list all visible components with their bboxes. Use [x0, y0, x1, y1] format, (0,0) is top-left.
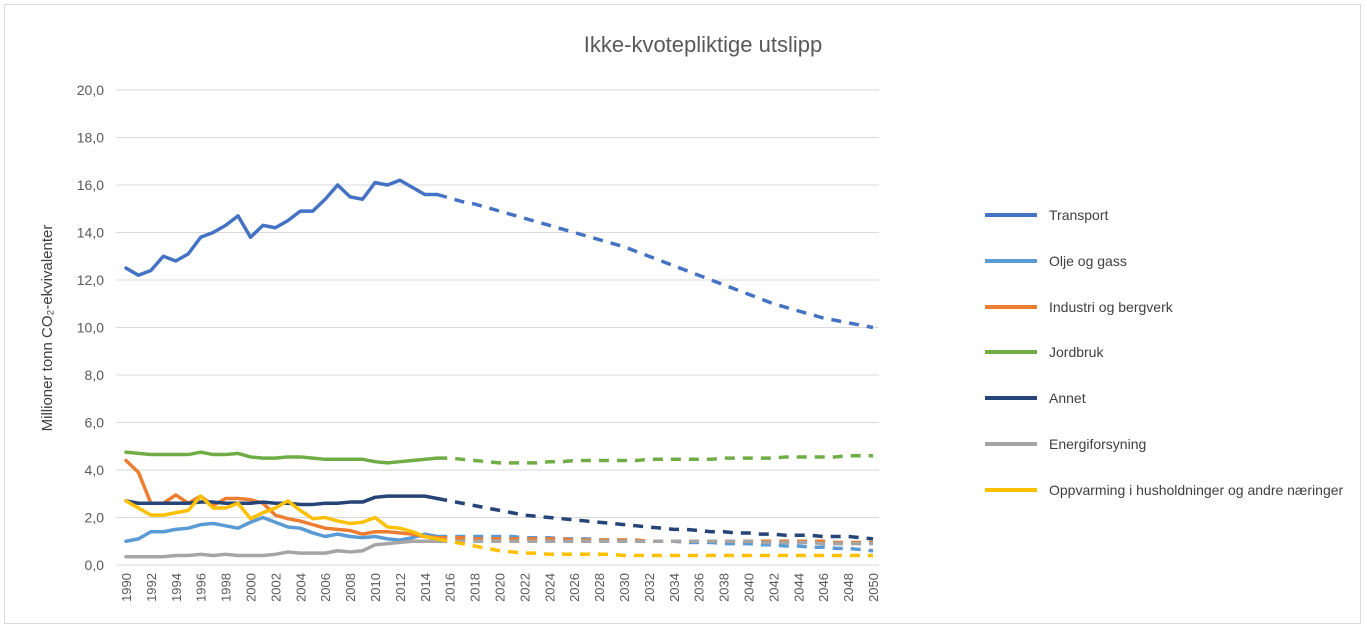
y-tick-label: 12,0	[77, 272, 104, 288]
legend-entry: Annet	[985, 388, 1349, 408]
y-tick-label: 6,0	[85, 415, 105, 431]
series-line	[124, 458, 439, 540]
x-tick-label: 2010	[368, 573, 383, 602]
x-tick-label: 2048	[841, 573, 856, 602]
x-tick-label: 2022	[517, 573, 532, 602]
x-tick-label: 2032	[642, 573, 657, 602]
chart-title: Ikke-kvotepliktige utslipp	[584, 32, 822, 57]
y-axis-label: Millioner tonn CO₂-ekvivalenter	[39, 225, 56, 432]
legend-entry: Industri og bergverk	[985, 297, 1349, 317]
x-tick-label: 1990	[119, 573, 134, 602]
x-tick-label: 2002	[268, 573, 283, 602]
y-tick-label: 20,0	[77, 82, 104, 98]
series-line	[124, 494, 439, 541]
x-tick-label: 1998	[219, 573, 234, 602]
y-tick-label: 18,0	[77, 130, 104, 146]
x-tick-label: 2046	[816, 573, 831, 602]
projection-line	[437, 454, 873, 465]
legend-label: Industri og bergverk	[1049, 298, 1173, 315]
x-tick-label: 1996	[194, 573, 209, 602]
x-tick-label: 1994	[169, 573, 184, 602]
projection-line	[437, 539, 873, 546]
x-tick-label: 2042	[766, 573, 781, 602]
x-tick-label: 2026	[567, 573, 582, 602]
y-tick-label: 14,0	[77, 225, 104, 241]
x-tick-label: 2018	[468, 573, 483, 602]
x-tick-label: 2028	[592, 573, 607, 602]
x-tick-label: 2044	[791, 573, 806, 602]
legend-label: Transport	[1049, 207, 1109, 223]
y-tick-label: 2,0	[85, 510, 105, 526]
legend-label: Olje og gass	[1049, 252, 1127, 269]
x-tick-label: 2020	[493, 573, 508, 602]
x-tick-label: 1992	[144, 573, 159, 602]
legend-label: Oppvarming i husholdninger og andre næri…	[1049, 481, 1344, 498]
x-tick-label: 2004	[293, 573, 308, 602]
legend-swatch	[985, 304, 1037, 309]
legend-entry: Oppvarming i husholdninger og andre næri…	[985, 480, 1349, 500]
legend-entry: Energiforsyning	[985, 434, 1349, 454]
legend-swatch	[985, 396, 1037, 401]
chart-frame	[4, 4, 1361, 624]
x-tick-label: 2040	[742, 573, 757, 602]
x-tick-label: 2050	[866, 573, 881, 602]
x-tick-label: 2008	[343, 573, 358, 602]
legend-label: Jordbruk	[1049, 344, 1104, 361]
legend-swatch	[985, 442, 1037, 446]
x-tick-label: 2036	[692, 573, 707, 602]
y-tick-label: 8,0	[85, 367, 105, 383]
projection-line	[436, 192, 874, 330]
x-tick-label: 2000	[244, 573, 259, 602]
series-line	[124, 515, 439, 543]
x-tick-label: 2034	[667, 573, 682, 602]
y-tick-label: 4,0	[85, 462, 105, 478]
x-tick-label: 2014	[418, 573, 433, 602]
legend-swatch	[985, 258, 1037, 263]
x-tick-label: 2024	[542, 573, 557, 602]
y-tick-label: 10,0	[77, 320, 104, 336]
series-line	[124, 178, 439, 277]
legend-swatch	[985, 213, 1037, 217]
legend-swatch	[985, 350, 1037, 355]
legend-entry: Jordbruk	[985, 342, 1349, 362]
x-tick-label: 2016	[443, 573, 458, 602]
y-tick-label: 0,0	[85, 557, 105, 573]
x-tick-label: 2006	[318, 573, 333, 602]
legend-label: Annet	[1049, 390, 1086, 407]
series-line	[124, 450, 439, 465]
legend-label: Energiforsyning	[1049, 436, 1147, 452]
legend-entry: Olje og gass	[985, 251, 1349, 271]
projection-line	[436, 537, 873, 558]
x-tick-label: 2012	[393, 573, 408, 602]
legend-entry: Transport	[985, 205, 1349, 225]
series-line	[124, 539, 439, 559]
x-tick-label: 2038	[717, 573, 732, 602]
y-tick-label: 16,0	[77, 177, 104, 193]
projection-line	[437, 534, 874, 553]
legend-swatch	[985, 487, 1037, 492]
projection-line	[436, 496, 874, 541]
x-tick-label: 2030	[617, 573, 632, 602]
